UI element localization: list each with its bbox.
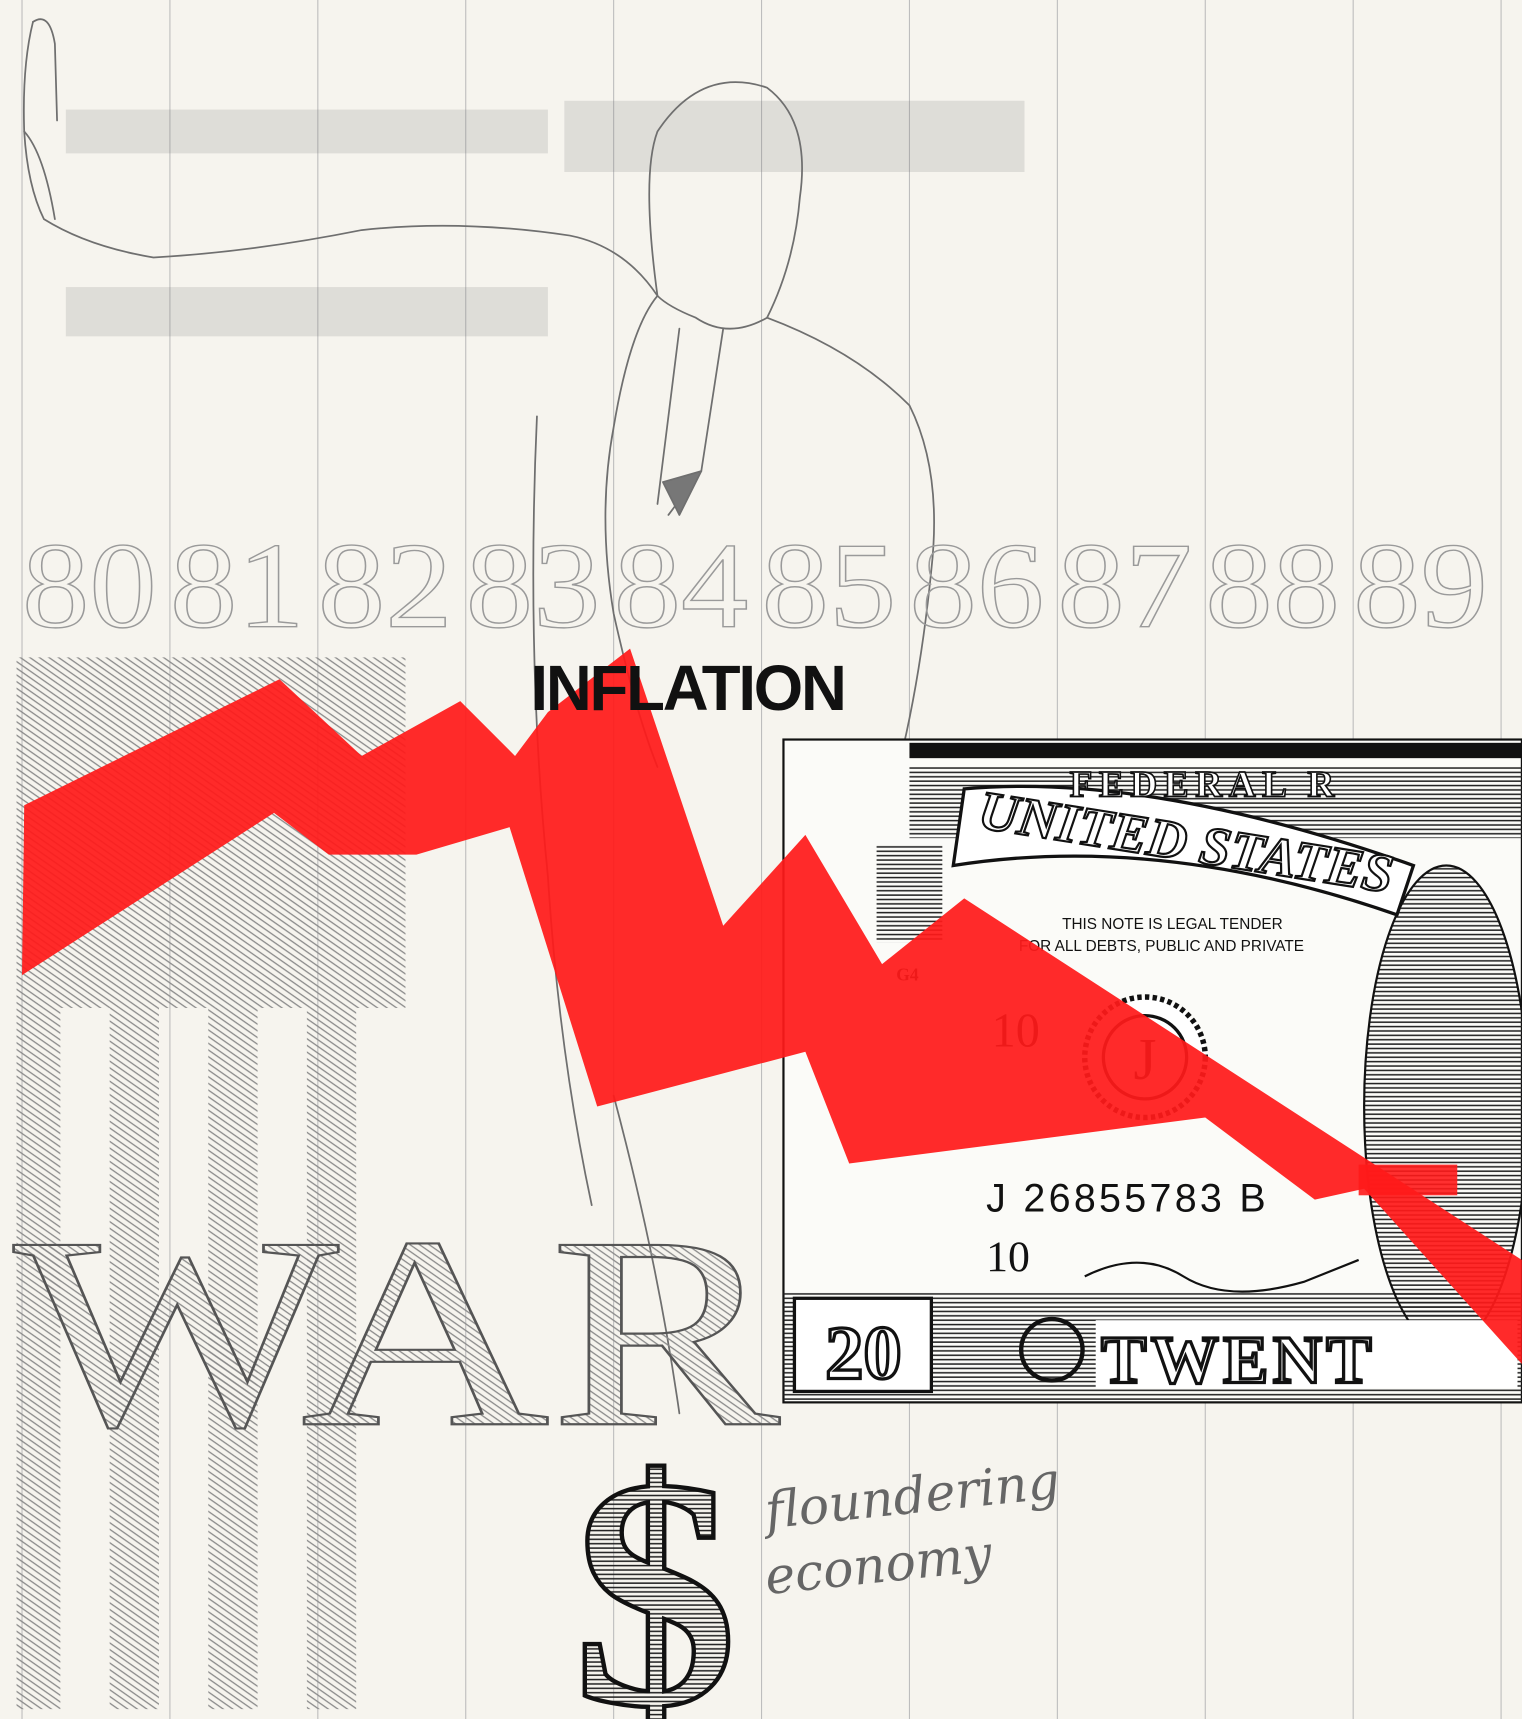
legal-tender-line: THIS NOTE IS LEGAL TENDER <box>1062 916 1283 933</box>
year-label: 89 <box>1353 518 1488 654</box>
year-label: 81 <box>170 518 305 654</box>
year-label: 84 <box>614 518 749 654</box>
corner-number: 10 <box>986 1233 1030 1281</box>
year-label: 86 <box>909 518 1044 654</box>
legal-tender-line: FOR ALL DEBTS, PUBLIC AND PRIVATE <box>1019 938 1304 955</box>
serial-number: J 26855783 B <box>986 1177 1269 1221</box>
year-label: 83 <box>466 518 601 654</box>
year-label: 80 <box>22 518 157 654</box>
denomination-numeral: 20 <box>825 1310 902 1395</box>
zigzag-fragment <box>1359 1165 1458 1196</box>
year-label: 87 <box>1057 518 1192 654</box>
headline: INFLATION <box>530 653 844 724</box>
denomination-word: TWENT <box>1101 1322 1376 1398</box>
year-label: 82 <box>318 518 453 654</box>
illustration: 80818283848586878889 FEDERAL R UNITED ST… <box>0 0 1522 1719</box>
dollar-sign: $ <box>573 1412 737 1719</box>
year-label: 88 <box>1205 518 1340 654</box>
year-label: 85 <box>762 518 897 654</box>
